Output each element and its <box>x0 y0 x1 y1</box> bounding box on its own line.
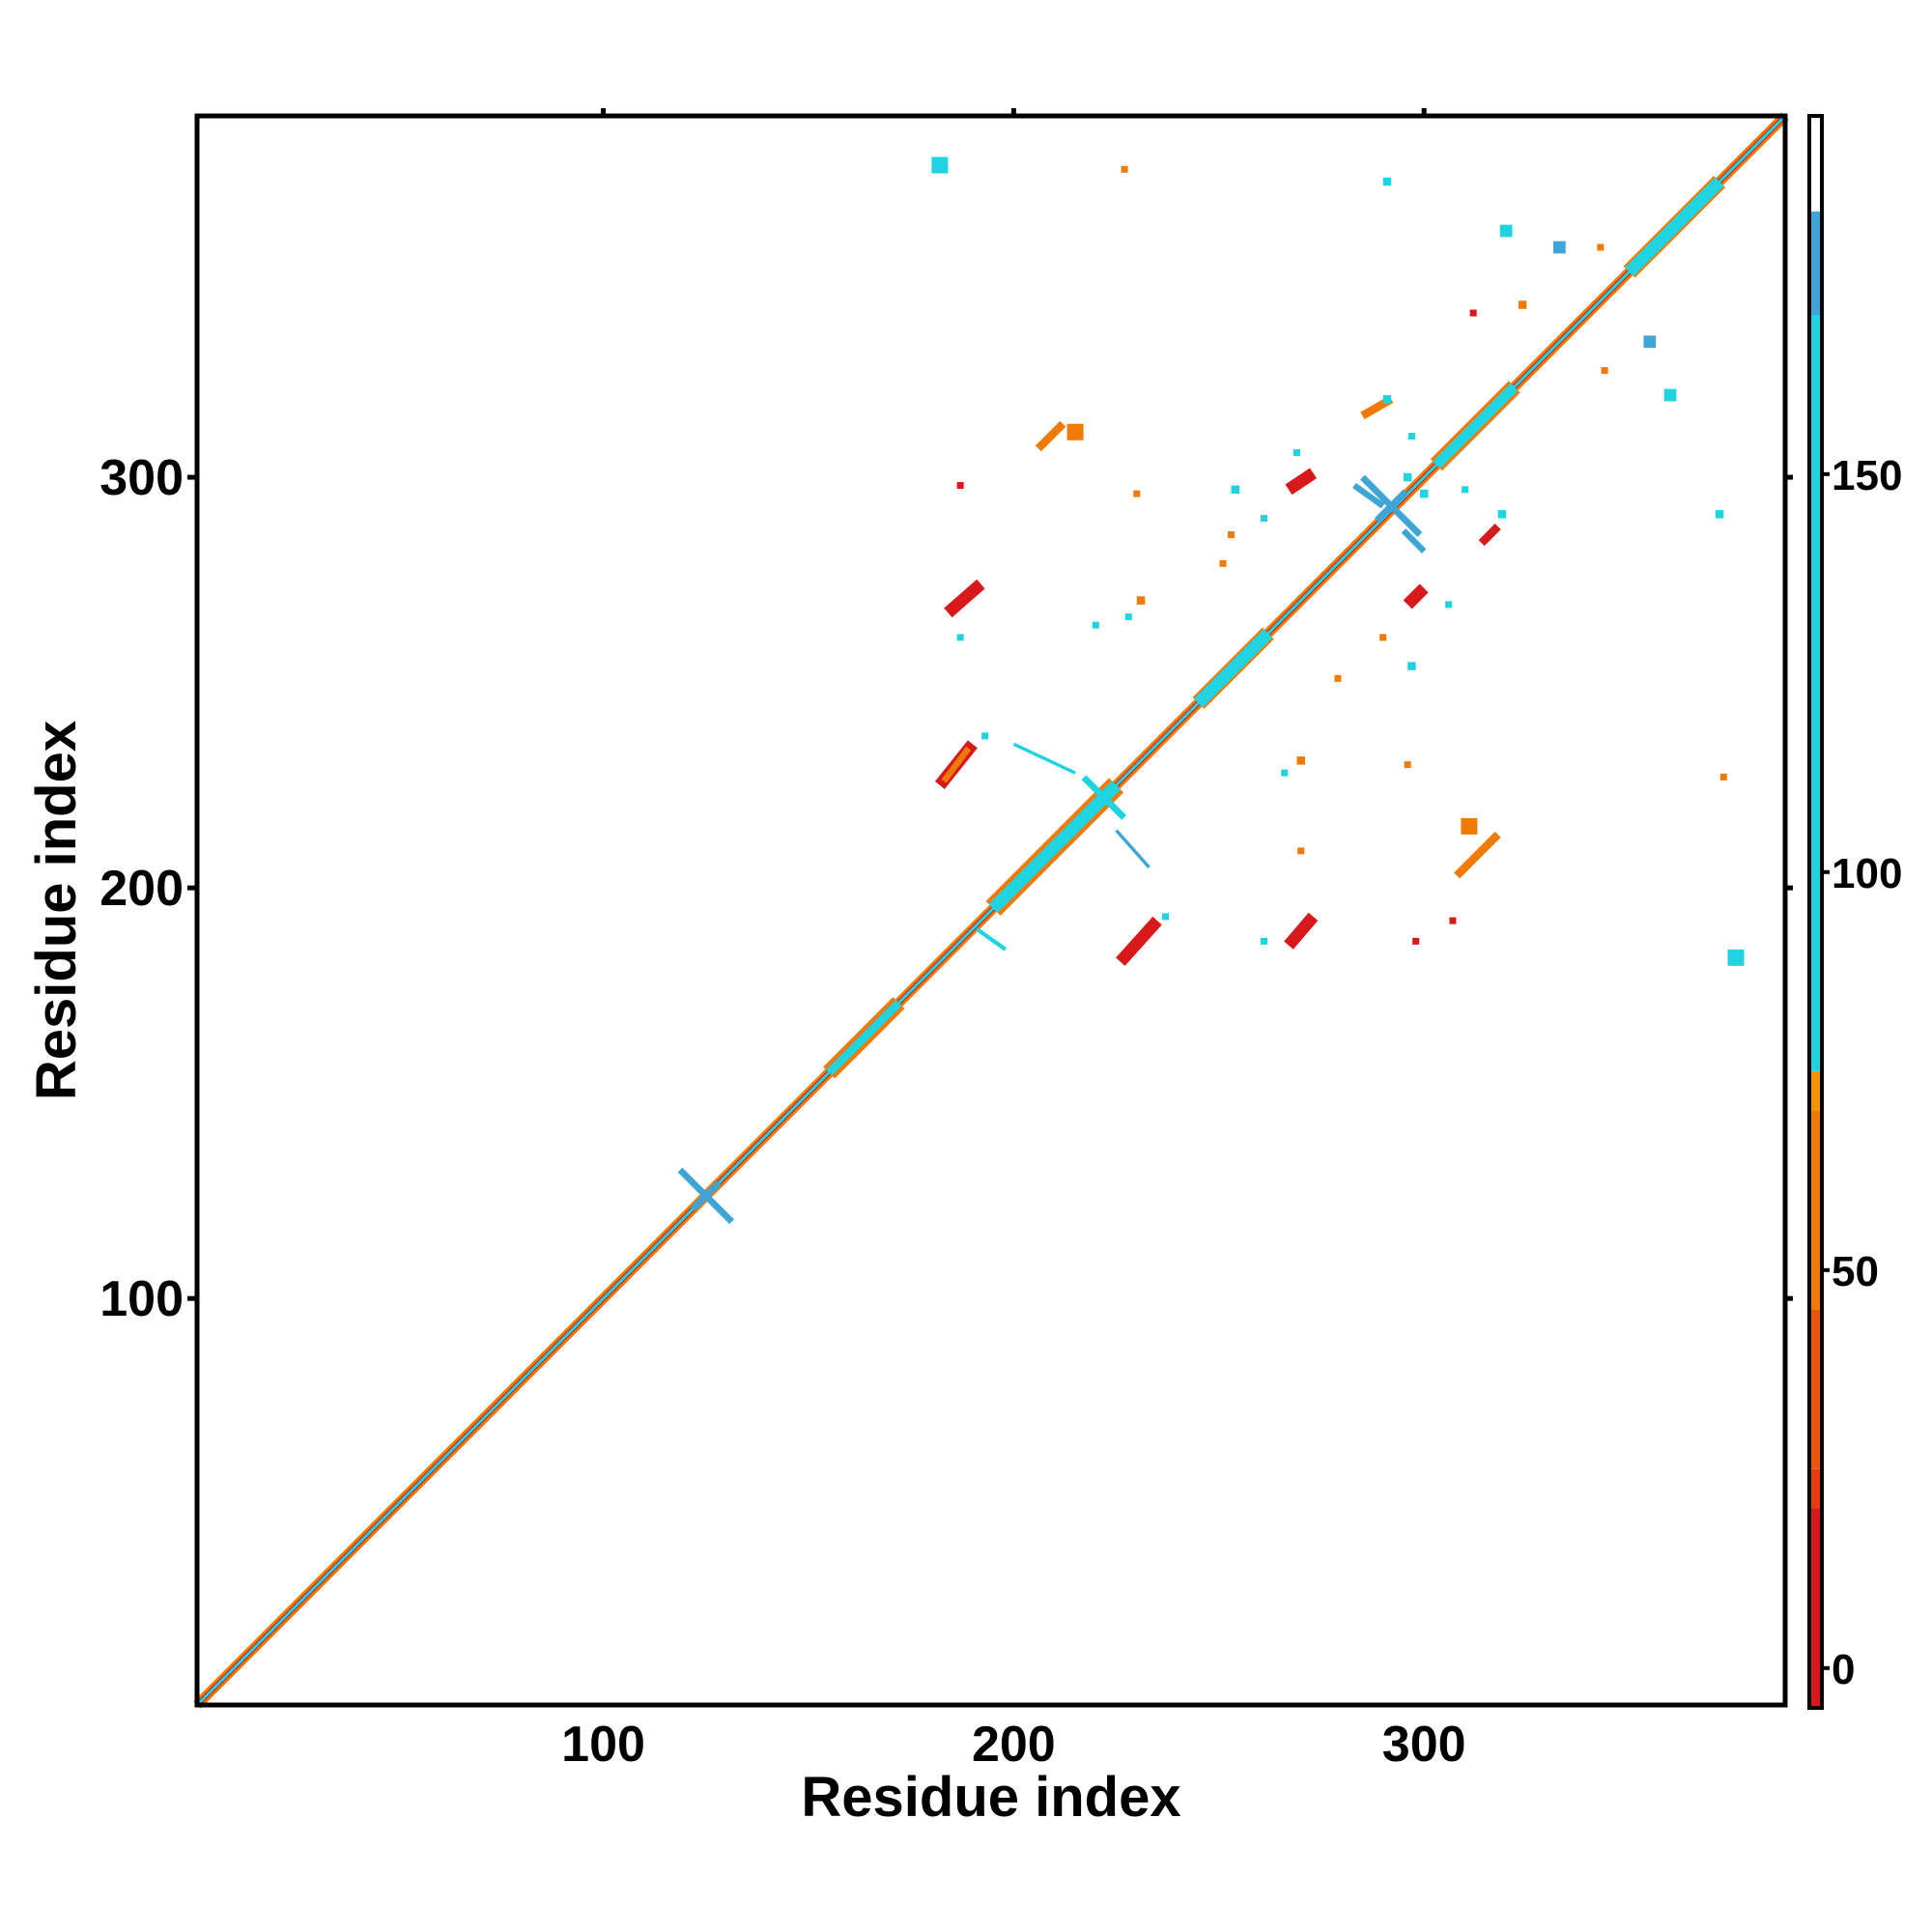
contact-segment <box>975 926 1008 952</box>
contact-segment <box>1035 420 1066 452</box>
contact-segment <box>1285 468 1318 496</box>
contact-point <box>1412 937 1420 945</box>
contact-point <box>1461 817 1478 835</box>
contact-point <box>1445 601 1453 609</box>
contact-point <box>956 634 964 641</box>
plot-frame <box>194 113 1788 1708</box>
contact-segment <box>944 579 985 618</box>
contact-point <box>981 732 989 740</box>
colorbar-bin <box>1809 1509 1822 1708</box>
x-axis-title: Residue index <box>801 1766 1180 1829</box>
antiparallel-contact-mark <box>690 1180 722 1211</box>
antiparallel-contact-mark <box>1374 489 1408 524</box>
contact-point <box>1552 241 1566 254</box>
contact-point <box>1231 485 1240 495</box>
contact-point <box>1407 433 1415 440</box>
colorbar-bin <box>1809 1310 1822 1469</box>
y-tick-label: 100 <box>99 1271 184 1327</box>
contact-segment <box>1116 916 1162 966</box>
contact-segment <box>1012 742 1076 775</box>
contact-point <box>1260 937 1267 945</box>
contact-segment <box>1403 583 1429 610</box>
contact-segment <box>1401 528 1427 554</box>
contact-point <box>1403 472 1412 482</box>
contact-point <box>1121 165 1128 173</box>
contact-segment <box>1284 912 1319 950</box>
contact-point <box>1228 531 1236 539</box>
diagonal-contact-band <box>1433 383 1519 469</box>
colorbar-tick-label: 50 <box>1832 1248 1879 1295</box>
contact-point <box>1124 613 1132 621</box>
y-axis-title: Residue index <box>25 721 88 1100</box>
contact-point <box>1719 773 1727 781</box>
contact-point <box>1382 395 1392 404</box>
contact-point <box>1663 388 1677 402</box>
y-axis-ticks: 100 200 300 <box>99 450 1793 1327</box>
contact-point <box>1449 917 1457 924</box>
contact-segment <box>1115 829 1151 868</box>
contact-point <box>1066 423 1084 440</box>
contact-point <box>1601 367 1608 375</box>
x-tick-label: 200 <box>972 1717 1056 1773</box>
contact-point <box>1260 515 1267 523</box>
colorbar-bin <box>1809 1468 1822 1509</box>
contact-point <box>1281 769 1289 777</box>
contact-point <box>1407 662 1416 670</box>
colorbar-bin <box>1809 315 1822 1071</box>
contact-point <box>1293 449 1300 457</box>
contact-point <box>1296 756 1305 765</box>
diagonal-contact-band <box>826 1000 902 1076</box>
colorbar: 0 50 100 150 <box>1807 114 1902 1710</box>
contact-point <box>1133 490 1141 497</box>
contact-point <box>1334 674 1342 682</box>
contact-point <box>1162 913 1170 921</box>
x-tick-label: 100 <box>561 1717 645 1773</box>
contact-point <box>1497 510 1507 519</box>
x-tick-label: 300 <box>1382 1717 1466 1773</box>
contact-point <box>1643 335 1657 349</box>
colorbar-tick-label: 150 <box>1832 452 1902 499</box>
contact-point <box>1727 949 1745 966</box>
contact-point <box>1136 596 1146 605</box>
contact-point <box>1092 621 1099 629</box>
colorbar-bin <box>1809 1070 1822 1111</box>
colorbar-tick-label: 0 <box>1832 1646 1855 1693</box>
colorbar-frame <box>1807 114 1824 1710</box>
diagonal-contact-band <box>1194 629 1273 708</box>
antiparallel-contact-mark <box>1092 784 1117 810</box>
contact-segment <box>1478 524 1501 547</box>
contact-point <box>1518 300 1527 309</box>
x-axis-ticks: 100 200 300 <box>561 108 1466 1773</box>
contact-segment <box>1454 831 1501 879</box>
contact-point <box>1379 634 1387 641</box>
contact-segment <box>941 746 972 783</box>
colorbar-bin <box>1809 211 1822 315</box>
contact-point <box>1419 489 1429 498</box>
contact-point <box>1462 486 1469 494</box>
y-tick-label: 300 <box>99 450 184 506</box>
contact-point <box>931 156 949 174</box>
contact-point <box>1404 761 1411 769</box>
contact-point <box>956 482 964 490</box>
contact-point <box>1499 224 1513 238</box>
colorbar-bin <box>1809 116 1822 212</box>
colorbar-tick-label: 100 <box>1832 850 1902 897</box>
contact-segment <box>1352 482 1385 509</box>
diagonal-contact-band <box>1625 177 1724 277</box>
contact-point <box>1715 510 1724 519</box>
y-tick-label: 200 <box>99 861 184 917</box>
plot-area <box>193 112 1789 1709</box>
colorbar-bin <box>1809 1111 1822 1310</box>
diagonal-contact-band <box>195 114 1787 1707</box>
contact-point <box>1597 243 1605 251</box>
contact-point <box>1382 177 1392 186</box>
contact-point <box>1297 847 1305 855</box>
contact-point <box>1469 309 1477 317</box>
contact-point <box>1219 559 1227 567</box>
